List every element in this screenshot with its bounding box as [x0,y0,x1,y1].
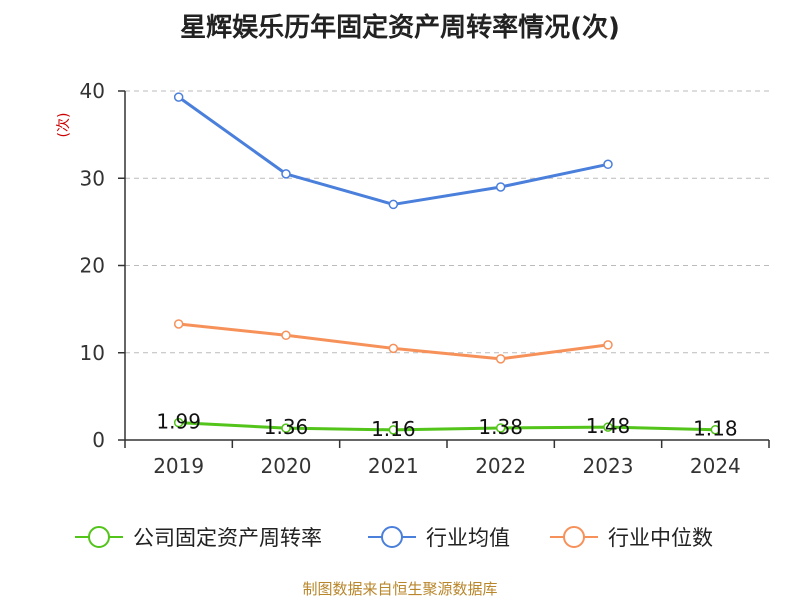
data-point [603,340,613,350]
legend-item-0: 公司固定资产周转率 [75,526,322,550]
data-point [710,424,721,435]
data-point [495,182,506,192]
data-labels: 1.99 1.36 1.16 1.38 1.48 1.18 [156,410,737,441]
legend-marker [563,526,585,548]
data-label: 1.36 [264,415,309,439]
series-layer [173,92,721,435]
axes: 0 10 20 30 40 2019 2020 2021 2022 2023 2024 [80,79,770,478]
data-point [281,169,291,179]
data-point [173,92,184,102]
y-tick-label: 20 [80,254,105,278]
data-point [281,330,291,341]
data-label: 1.16 [371,417,416,441]
data-point [495,354,506,364]
series-line-0 [178,421,716,432]
legend-label: 公司固定资产周转率 [133,526,322,550]
grid [125,90,769,354]
legend-marker [88,526,110,548]
chart-title: 星辉娱乐历年固定资产周转率情况(次) [180,12,620,43]
y-axis-label: (次) [56,113,72,138]
series-line-1 [177,95,609,206]
x-tick-label: 2024 [690,454,741,478]
x-tick-label: 2020 [261,454,312,478]
data-point [388,425,399,435]
x-tick-label: 2023 [583,454,634,478]
data-label: 1.48 [586,414,631,438]
legend-item-1: 行业均值 [368,526,510,550]
legend-label: 行业均值 [426,526,510,550]
data-label: 1.18 [693,417,738,441]
x-tick-label: 2019 [153,454,204,478]
source-note: 制图数据来自恒生聚源数据库 [302,580,497,598]
x-tick-label: 2021 [368,454,419,478]
y-tick-label: 30 [80,166,105,190]
data-point [388,343,399,354]
data-point [603,159,613,170]
series-line-2 [178,322,609,361]
legend: 公司固定资产周转率 行业均值 行业中位数 [75,526,713,550]
data-label: 1.99 [156,410,201,434]
data-point [388,199,399,210]
y-tick-label: 10 [80,341,105,365]
legend-item-2: 行业中位数 [550,526,713,550]
data-point [173,319,184,329]
data-point [281,423,291,433]
data-point [173,417,184,428]
data-point [495,423,506,433]
legend-marker [381,526,403,548]
data-point [603,422,613,432]
x-tick-label: 2022 [475,454,526,478]
y-tick-label: 0 [92,428,105,452]
legend-label: 行业中位数 [608,526,713,550]
data-label: 1.38 [478,415,523,439]
y-tick-label: 40 [80,79,105,103]
